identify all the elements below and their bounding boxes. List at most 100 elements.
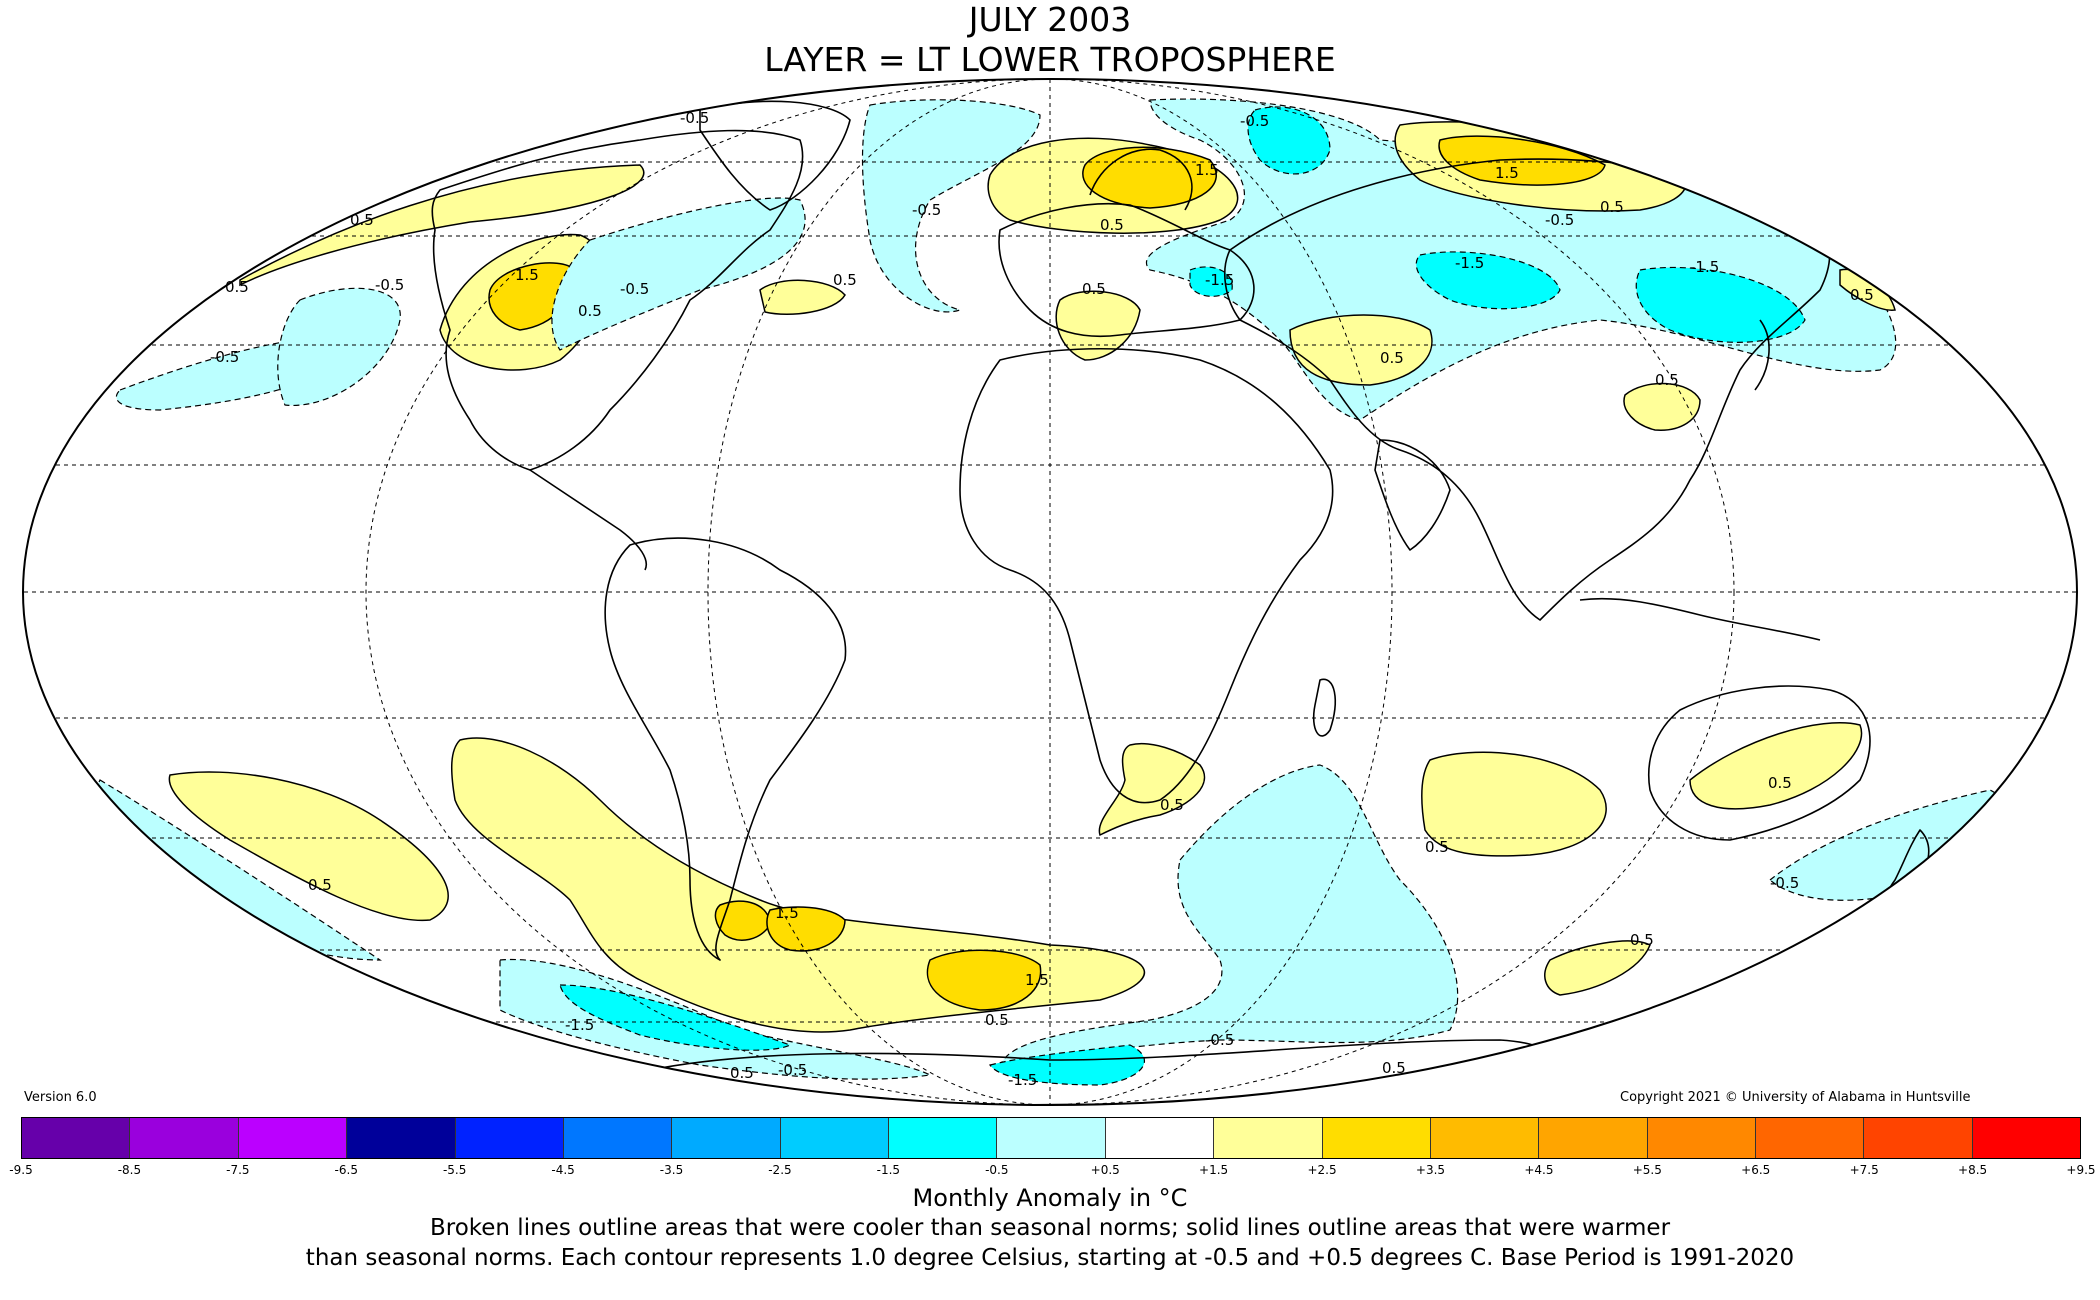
colorbar-tick-label: +4.5 bbox=[1524, 1163, 1554, 1177]
coastlines bbox=[431, 100, 1930, 1105]
warm-region-mediterranean bbox=[1055, 290, 1141, 361]
caption-line-2: than seasonal norms. Each contour repres… bbox=[305, 1245, 1795, 1271]
colorbar-tick-label: -8.5 bbox=[117, 1163, 142, 1177]
colorbar-tick-label: -5.5 bbox=[442, 1163, 467, 1177]
warm-region-china bbox=[1623, 382, 1701, 431]
colorbar-tick-label: +8.5 bbox=[1958, 1163, 1988, 1177]
caption-line-1: Broken lines outline areas that were coo… bbox=[429, 1215, 1671, 1241]
colorbar-tick-label: -2.5 bbox=[768, 1163, 792, 1177]
contour-label: -0.5 bbox=[1240, 112, 1269, 130]
cold-core-arctic-east bbox=[1247, 106, 1331, 175]
cool-region-indian-ocean bbox=[999, 764, 1459, 1071]
contour-label: 0.5 bbox=[350, 211, 374, 229]
contour-label: -0.5 bbox=[1545, 211, 1574, 229]
copyright-label: Copyright 2021 © University of Alabama i… bbox=[1620, 1090, 1971, 1105]
warm-region-south-pacific-east bbox=[1544, 940, 1651, 996]
indonesia-outline bbox=[1579, 597, 1821, 641]
contour-label: 0.5 bbox=[1630, 931, 1654, 949]
colorbar-tick-label: +5.5 bbox=[1632, 1163, 1662, 1177]
warm-region-north-atlantic-arc bbox=[239, 164, 645, 287]
colorbar-cell bbox=[1756, 1118, 1865, 1158]
greenland-outline bbox=[699, 100, 851, 211]
contour-label: 1.5 bbox=[1195, 161, 1219, 179]
contour-label: -0.5 bbox=[210, 348, 239, 366]
colorbar-cell bbox=[1864, 1118, 1973, 1158]
japan-outline bbox=[1754, 319, 1770, 391]
contour-label: 0.5 bbox=[308, 876, 332, 894]
colorbar-cell bbox=[455, 1118, 564, 1158]
version-label: Version 6.0 bbox=[24, 1090, 97, 1105]
cool-region-north-atlantic bbox=[861, 99, 1041, 313]
warm-region-middle-east bbox=[1289, 314, 1433, 386]
colorbar-tick-label: -6.5 bbox=[334, 1163, 358, 1177]
contour-label: 0.5 bbox=[1380, 349, 1404, 367]
contour-label: -0.5 bbox=[1205, 1031, 1234, 1049]
madagascar-outline bbox=[1312, 678, 1336, 737]
warm-region-south-indian-ocean bbox=[1420, 751, 1607, 857]
contour-label: -0.5 bbox=[778, 1061, 807, 1079]
graticule bbox=[23, 79, 2077, 1105]
contour-label: 1.5 bbox=[515, 266, 539, 284]
contour-label: 0.5 bbox=[1600, 198, 1624, 216]
world-anomaly-map: -0.5 -0.5 -0.5 -0.5 -0.5 -0.5 -0.5 -0.5 … bbox=[22, 78, 2078, 1106]
contour-label: -0.5 bbox=[620, 280, 649, 298]
colorbar-cell bbox=[347, 1118, 456, 1158]
contour-label: -0.5 bbox=[375, 276, 404, 294]
contour-label: -1.5 bbox=[1690, 258, 1719, 276]
colorbar-tick-label: +2.5 bbox=[1307, 1163, 1337, 1177]
africa-outline bbox=[959, 348, 1334, 804]
warm-region-australia-south bbox=[1689, 722, 1863, 810]
central-america-outline bbox=[529, 469, 647, 571]
contour-label: 0.5 bbox=[1768, 774, 1792, 792]
colorbar-tick-label: -1.5 bbox=[876, 1163, 901, 1177]
contour-label: -0.5 bbox=[680, 109, 709, 127]
cold-core-eastern-europe bbox=[1189, 266, 1233, 297]
contour-label: 0.5 bbox=[1100, 216, 1124, 234]
cold-core-southern-ocean-west bbox=[559, 984, 792, 1051]
contour-label: 0.5 bbox=[1082, 280, 1106, 298]
south-america-outline bbox=[604, 537, 847, 961]
colorbar bbox=[21, 1117, 2081, 1159]
contour-label: -1.5 bbox=[565, 1016, 594, 1034]
colorbar-cell bbox=[1539, 1118, 1648, 1158]
colorbar-tick-label: +0.5 bbox=[1090, 1163, 1120, 1177]
cold-core-central-asia bbox=[1415, 251, 1561, 310]
contour-label: 0.5 bbox=[985, 1011, 1009, 1029]
colorbar-cell bbox=[997, 1118, 1106, 1158]
contour-label: -1.5 bbox=[1455, 254, 1484, 272]
contour-labels: -0.5 -0.5 -0.5 -0.5 -0.5 -0.5 -0.5 -0.5 … bbox=[210, 109, 1874, 1089]
map-subtitle: LAYER = LT LOWER TROPOSPHERE bbox=[764, 40, 1336, 79]
colorbar-tick-label: +7.5 bbox=[1849, 1163, 1879, 1177]
colorbar-tick-label: +6.5 bbox=[1741, 1163, 1771, 1177]
warm-region-south-pacific-west bbox=[168, 771, 449, 922]
cool-region-pacific-2 bbox=[277, 287, 401, 406]
colorbar-tick-label: +9.5 bbox=[2066, 1163, 2096, 1177]
warm-core-east-siberia bbox=[1438, 135, 1606, 186]
colorbar-cell bbox=[130, 1118, 239, 1158]
colorbar-ticks: -9.5 -8.5 -7.5 -6.5 -5.5 -4.5 -3.5 -2.5 -1.5 -0.5… bbox=[9, 1163, 2095, 1183]
colorbar-tick-label: +3.5 bbox=[1415, 1163, 1446, 1177]
colorbar-cell bbox=[1647, 1118, 1756, 1158]
colorbar-tick-label: -3.5 bbox=[659, 1163, 684, 1177]
contour-label: 0.5 bbox=[1382, 1059, 1406, 1077]
contour-label: 1.5 bbox=[775, 904, 799, 922]
colorbar-label: Monthly Anomaly in °C bbox=[912, 1184, 1188, 1212]
colorbar-cell bbox=[22, 1118, 131, 1158]
colorbar-tick-label: -0.5 bbox=[985, 1163, 1009, 1177]
colorbar-cell bbox=[238, 1118, 348, 1158]
contour-label: 0.5 bbox=[578, 302, 602, 320]
scandinavia-outline bbox=[1089, 148, 1193, 211]
colorbar-cell bbox=[1214, 1118, 1323, 1158]
globe-border bbox=[22, 78, 2078, 1106]
warm-core-south-america bbox=[714, 900, 771, 941]
contour-label: 0.5 bbox=[833, 271, 857, 289]
colorbar-cell bbox=[563, 1118, 673, 1158]
map-title: JULY 2003 bbox=[968, 0, 1132, 39]
contour-label: 0.5 bbox=[1655, 371, 1679, 389]
colorbar-tick-label: +1.5 bbox=[1199, 1163, 1229, 1177]
contour-label: 0.5 bbox=[730, 1064, 754, 1082]
warm-region-atlantic-small bbox=[759, 279, 846, 315]
australia-outline bbox=[1648, 685, 1871, 841]
contour-label: -0.5 bbox=[1770, 874, 1799, 892]
cool-region-north-america-east bbox=[551, 197, 806, 351]
